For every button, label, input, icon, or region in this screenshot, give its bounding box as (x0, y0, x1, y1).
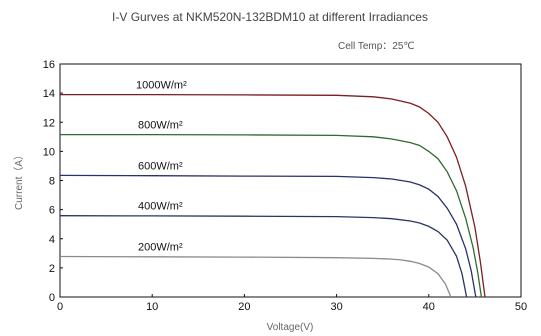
y-axis-label: Current（A） (13, 150, 25, 210)
y-tick-label: 6 (49, 205, 55, 217)
series-line (59, 174, 477, 298)
series-label: 800W/m² (138, 120, 183, 132)
x-tick-label: 50 (515, 301, 527, 313)
axis-ticks: 0 10 20 30 40 50 0 2 4 6 8 10 12 14 16 (43, 59, 527, 313)
x-tick-label: 20 (238, 301, 250, 313)
x-tick-label: 30 (330, 301, 342, 313)
x-axis-label: Voltage(V) (267, 322, 314, 333)
chart-title: I-V Gurves at NKM520N-132BDM10 at differ… (112, 10, 428, 24)
series-label: 600W/m² (138, 160, 183, 172)
series-label: 200W/m² (138, 242, 183, 254)
x-tick-label: 0 (57, 301, 63, 313)
y-tick-label: 16 (43, 59, 55, 71)
y-tick-label: 8 (49, 176, 55, 188)
x-tick-label: 40 (423, 301, 435, 313)
y-tick-label: 14 (43, 88, 55, 100)
y-tick-label: 0 (49, 292, 55, 304)
series-line (60, 133, 483, 298)
x-tick-label: 10 (146, 301, 158, 313)
cell-temp-note: Cell Temp：25℃ (338, 41, 415, 52)
series-group: 1000W/m² 800W/m² 600W/m² 400W/m² 200W/m² (59, 80, 486, 298)
y-tick-label: 12 (43, 117, 55, 129)
series-label: 1000W/m² (136, 80, 187, 92)
series-line (59, 255, 452, 298)
y-tick-label: 4 (49, 234, 55, 246)
y-tick-label: 2 (49, 263, 55, 275)
series-label: 400W/m² (138, 201, 183, 213)
series-line (60, 93, 486, 298)
series-line (59, 215, 468, 298)
y-tick-label: 10 (43, 146, 55, 158)
